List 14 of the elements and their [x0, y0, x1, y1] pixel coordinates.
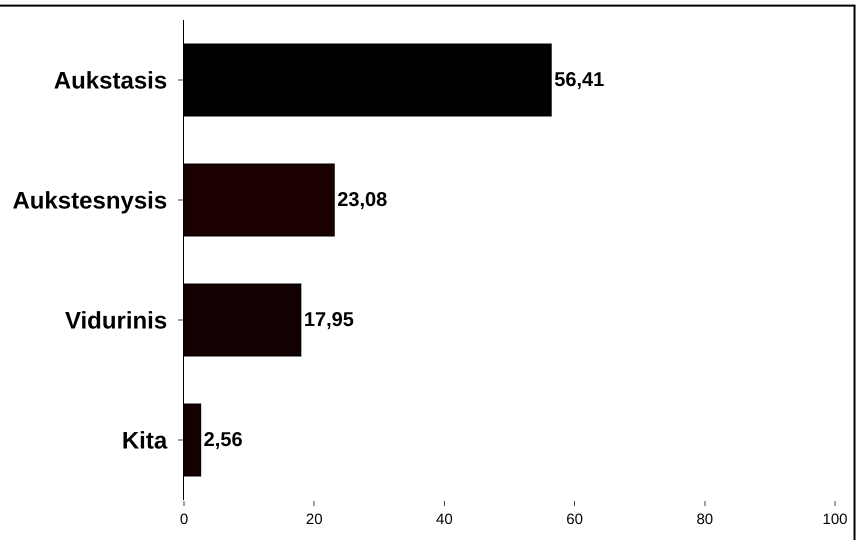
data-label: 23,08: [337, 189, 388, 211]
data-label: 56,41: [554, 69, 604, 91]
x-tick-label: 20: [306, 511, 323, 528]
data-label: 17,95: [304, 309, 354, 331]
x-tick-label: 40: [436, 511, 453, 528]
data-label: 2,56: [204, 429, 243, 451]
x-tick-label: 0: [180, 511, 188, 528]
x-tick-label: 80: [696, 511, 714, 528]
y-tick-label: Aukstasis: [54, 67, 168, 94]
y-tick-label: Aukstesnysis: [12, 187, 168, 214]
x-tick-label: 60: [566, 511, 583, 528]
y-tick-label: Vidurinis: [64, 307, 168, 334]
y-tick-label: Kita: [122, 427, 168, 454]
x-tick-label: 100: [822, 511, 848, 528]
